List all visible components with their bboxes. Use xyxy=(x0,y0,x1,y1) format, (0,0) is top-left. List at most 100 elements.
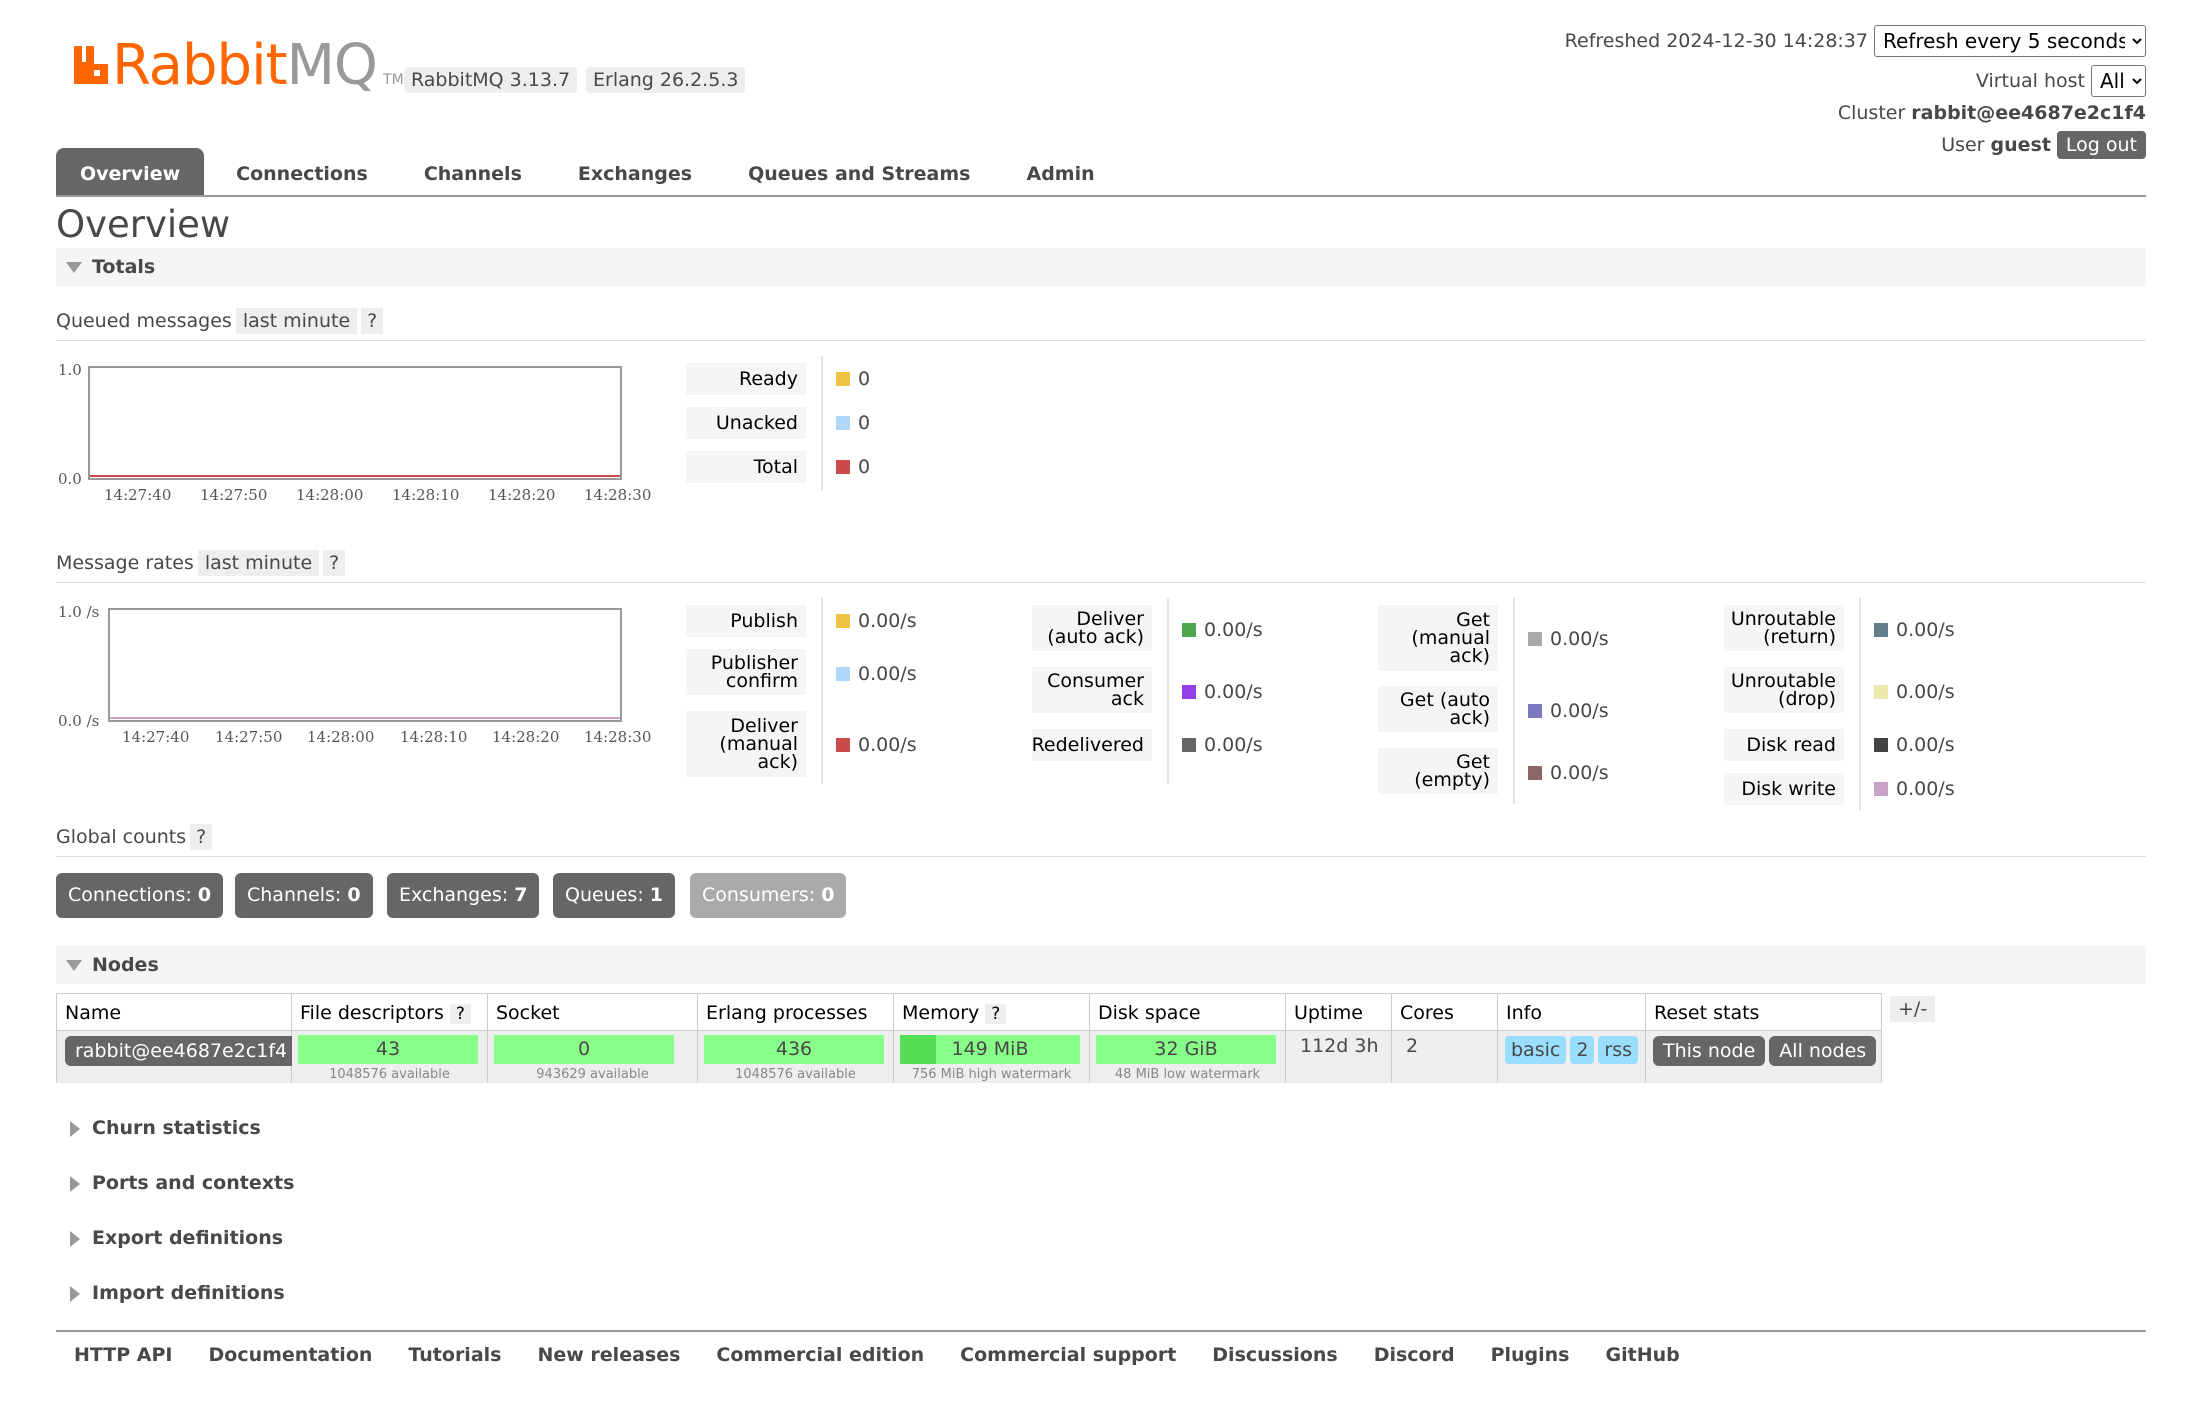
get-manual-swatch-icon xyxy=(1528,632,1542,646)
footer-link-discord[interactable]: Discord xyxy=(1373,1344,1455,1366)
unroutable-return-swatch-icon xyxy=(1874,623,1888,637)
refreshed-timestamp: Refreshed 2024-12-30 14:28:37 xyxy=(1564,30,1868,52)
node-name-link[interactable]: rabbit@ee4687e2c1f4 xyxy=(65,1036,298,1066)
legend-unroutable-return-label: Unroutable (return) xyxy=(1724,605,1844,651)
nodes-section-toggle[interactable]: Nodes xyxy=(56,946,2146,984)
toggle-columns-button[interactable]: +/- xyxy=(1890,996,1936,1022)
legend-unacked-label: Unacked xyxy=(686,407,806,439)
legend-divider xyxy=(1167,598,1169,784)
logo-trademark: TM xyxy=(383,72,404,88)
footer-link-commercial-support[interactable]: Commercial support xyxy=(960,1344,1177,1366)
footer-link-commercial-edition[interactable]: Commercial edition xyxy=(716,1344,925,1366)
legend-disk-read-label: Disk read xyxy=(1724,729,1844,761)
rates-range-selector[interactable]: last minute xyxy=(197,550,320,576)
nodes-table: Name rabbit@ee4687e2c1f4 File descriptor… xyxy=(56,993,1882,1083)
page-title: Overview xyxy=(56,203,231,246)
legend-publisher-confirm-value: 0.00/s xyxy=(836,658,917,690)
deliver-auto-swatch-icon xyxy=(1182,623,1196,637)
legend-consumer-ack-value: 0.00/s xyxy=(1182,676,1263,708)
rabbitmq-logo[interactable]: RabbitMQ TM xyxy=(72,38,404,94)
message-rates-chart: 1.0 /s 0.0 /s 14:27:40 14:27:50 14:28:00… xyxy=(56,600,666,750)
user-label: User xyxy=(1941,134,1985,156)
reset-all-nodes-button[interactable]: All nodes xyxy=(1769,1036,1877,1066)
memory-help-button[interactable]: ? xyxy=(985,1004,1007,1024)
logout-button[interactable]: Log out xyxy=(2056,131,2146,159)
tab-admin[interactable]: Admin xyxy=(1026,163,1095,185)
footer-link-new-releases[interactable]: New releases xyxy=(537,1344,681,1366)
footer-link-discussions[interactable]: Discussions xyxy=(1212,1344,1338,1366)
count-consumers[interactable]: Consumers: 0 xyxy=(690,873,847,918)
vhost-select[interactable]: All xyxy=(2091,65,2146,97)
export-definitions-toggle[interactable]: Export definitions xyxy=(56,1227,283,1249)
queued-help-button[interactable]: ? xyxy=(361,308,384,334)
reset-this-node-button[interactable]: This node xyxy=(1653,1036,1766,1066)
chart-y-tick: 0.0 /s xyxy=(58,712,100,730)
count-connections[interactable]: Connections: 0 xyxy=(56,873,224,918)
chart-x-tick: 14:28:30 xyxy=(584,728,652,746)
footer-link-http-api[interactable]: HTTP API xyxy=(74,1344,173,1366)
totals-title: Totals xyxy=(92,256,156,278)
consumer-ack-swatch-icon xyxy=(1182,685,1196,699)
legend-consumer-ack-label: Consumer ack xyxy=(1032,667,1152,713)
chart-x-tick: 14:28:10 xyxy=(392,486,460,504)
footer-link-tutorials[interactable]: Tutorials xyxy=(408,1344,502,1366)
import-definitions-toggle[interactable]: Import definitions xyxy=(56,1282,285,1304)
ready-swatch-icon xyxy=(836,372,850,386)
publisher-confirm-swatch-icon xyxy=(836,667,850,681)
totals-section-toggle[interactable]: Totals xyxy=(56,248,2146,286)
info-badge-rss: rss xyxy=(1598,1036,1639,1064)
legend-total-label: Total xyxy=(686,451,806,483)
col-reset-stats: Reset stats This node All nodes xyxy=(1646,994,1881,1083)
header-status: Refreshed 2024-12-30 14:28:37 Refresh ev… xyxy=(1565,24,2146,162)
cluster-label: Cluster xyxy=(1837,102,1906,124)
global-counts-help-button[interactable]: ? xyxy=(190,824,213,850)
legend-redelivered-label: Redelivered xyxy=(1032,729,1152,761)
tab-overview[interactable]: Overview xyxy=(56,148,205,195)
th-reset-stats: Reset stats xyxy=(1646,994,1881,1031)
legend-deliver-manual-ack-value: 0.00/s xyxy=(836,729,917,761)
sd-bar: 0 xyxy=(494,1035,674,1064)
th-info: Info xyxy=(1498,994,1645,1031)
legend-unroutable-drop-label: Unroutable (drop) xyxy=(1724,667,1844,713)
ports-and-contexts-toggle[interactable]: Ports and contexts xyxy=(56,1172,294,1194)
queued-range-selector[interactable]: last minute xyxy=(235,308,358,334)
deliver-manual-swatch-icon xyxy=(836,738,850,752)
fd-help-button[interactable]: ? xyxy=(449,1004,471,1024)
col-socket-descriptors: Socket descriptors? 0 943629 available xyxy=(488,994,698,1083)
rates-help-button[interactable]: ? xyxy=(323,550,346,576)
count-exchanges[interactable]: Exchanges: 7 xyxy=(387,873,540,918)
tab-channels[interactable]: Channels xyxy=(423,163,522,185)
footer-link-plugins[interactable]: Plugins xyxy=(1490,1344,1570,1366)
legend-deliver-auto-ack-label: Deliver (auto ack) xyxy=(1032,605,1152,651)
chart-series-rates xyxy=(110,717,620,719)
chart-x-tick: 14:28:00 xyxy=(307,728,375,746)
count-queues[interactable]: Queues: 1 xyxy=(553,873,675,918)
disk-write-swatch-icon xyxy=(1874,782,1888,796)
tab-connections[interactable]: Connections xyxy=(236,163,368,185)
chart-x-tick: 14:28:30 xyxy=(584,486,652,504)
fd-bar: 43 xyxy=(298,1035,478,1064)
fd-available: 1048576 available xyxy=(329,1067,450,1082)
col-info: Info basic 2 rss xyxy=(1498,994,1646,1083)
churn-statistics-toggle[interactable]: Churn statistics xyxy=(56,1117,261,1139)
info-badge-count: 2 xyxy=(1570,1036,1595,1064)
expand-triangle-icon xyxy=(70,1120,80,1137)
footer-link-documentation[interactable]: Documentation xyxy=(208,1344,373,1366)
global-counts-header: Global counts? xyxy=(56,824,2146,857)
chart-x-tick: 14:27:50 xyxy=(215,728,283,746)
footer-link-github[interactable]: GitHub xyxy=(1605,1344,1680,1366)
refresh-interval-select[interactable]: Refresh every 5 seconds xyxy=(1874,25,2146,57)
main-tabs: Overview Connections Channels Exchanges … xyxy=(56,148,2146,197)
cores-value: 2 xyxy=(1406,1035,1419,1057)
tab-exchanges[interactable]: Exchanges xyxy=(577,163,693,185)
legend-get-auto-ack-value: 0.00/s xyxy=(1528,695,1609,727)
legend-deliver-auto-ack-value: 0.00/s xyxy=(1182,614,1263,646)
chart-x-tick: 14:27:40 xyxy=(104,486,172,504)
message-rates-header: Message rates last minute? xyxy=(56,550,2146,583)
tab-queues-and-streams[interactable]: Queues and Streams xyxy=(748,163,971,185)
th-file-descriptors: File descriptors? xyxy=(292,994,487,1031)
col-cores: Cores 2 xyxy=(1392,994,1498,1083)
legend-get-manual-ack-value: 0.00/s xyxy=(1528,623,1609,655)
count-channels[interactable]: Channels: 0 xyxy=(235,873,373,918)
node-row: rabbit@ee4687e2c1f4 xyxy=(57,1031,298,1083)
